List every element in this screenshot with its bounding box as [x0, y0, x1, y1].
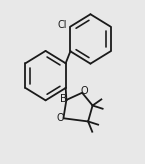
Text: B: B [60, 94, 67, 104]
Text: O: O [57, 113, 65, 123]
Text: O: O [80, 86, 88, 96]
Text: Cl: Cl [57, 20, 67, 30]
